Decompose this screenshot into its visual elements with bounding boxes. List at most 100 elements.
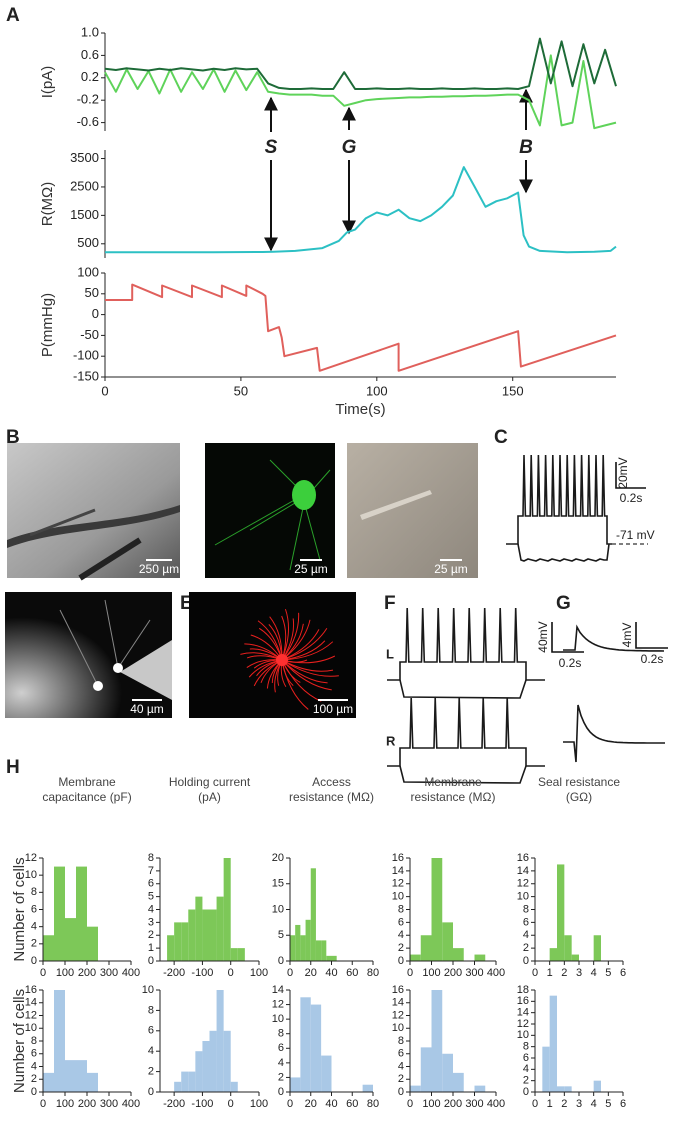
histogram-bar [326, 955, 332, 961]
x-tick-label: 0 [407, 967, 413, 979]
scale-label: 25 µm [294, 562, 328, 576]
data-line [105, 283, 617, 372]
histogram-title: (GΩ) [566, 790, 592, 804]
histogram-bar [542, 1046, 550, 1092]
histogram-bar [431, 990, 443, 1092]
y-tick-label: 100 [77, 264, 99, 279]
y-tick-label: 16 [392, 852, 404, 864]
y-tick-label: 0 [92, 306, 99, 321]
x-tick-label: 50 [234, 383, 248, 398]
y-tick-label: 2 [398, 1073, 404, 1085]
histogram-bar [54, 866, 65, 961]
y-tick-label: 12 [272, 998, 284, 1010]
x-tick-label: 3 [576, 967, 582, 979]
y-tick-label: 6 [31, 1048, 37, 1060]
histogram-bar [216, 990, 224, 1092]
histogram-bar [557, 1086, 565, 1092]
scale-label: 0.2s [620, 491, 643, 505]
x-tick-label: 300 [100, 1098, 118, 1110]
y-tick-label: 8 [31, 1035, 37, 1047]
histogram-bar [453, 948, 464, 961]
y-tick-label: 4 [31, 921, 37, 933]
x-tick-label: 5 [605, 1098, 611, 1110]
y-tick-label: 12 [392, 1009, 404, 1021]
y-tick-label: 0 [148, 1086, 154, 1098]
x-tick-label: 0 [40, 967, 46, 979]
y-tick-label: 18 [517, 984, 529, 996]
x-tick-label: 150 [502, 383, 524, 398]
x-tick-label: 0 [532, 967, 538, 979]
x-axis-label: Time(s) [335, 401, 385, 418]
histogram-bar [549, 995, 557, 1092]
histogram-bar [564, 935, 572, 961]
y-tick-label: 16 [517, 995, 529, 1007]
histogram-bar [209, 1030, 217, 1092]
y-tick-label: -0.2 [77, 92, 99, 107]
y-tick-label: 16 [25, 984, 37, 996]
scale-label: 20mV [616, 457, 630, 488]
rest-potential: -71 mV [616, 528, 655, 542]
histogram-bar [300, 997, 311, 1092]
y-tick-label: 14 [392, 997, 404, 1009]
x-tick-label: 20 [305, 1098, 317, 1110]
scale-label: 25 µm [434, 562, 468, 576]
histogram-bar [571, 954, 579, 961]
y-tick-label: 4 [523, 929, 529, 941]
y-tick-label: 0 [398, 1086, 404, 1098]
y-tick-label: 12 [25, 852, 37, 864]
x-tick-label: -200 [163, 967, 185, 979]
x-tick-label: 0 [287, 1098, 293, 1110]
y-tick-label: 2 [523, 942, 529, 954]
y-tick-label: 14 [392, 865, 404, 877]
histogram-bar [209, 909, 217, 961]
y-tick-label: 14 [517, 1007, 529, 1019]
y-tick-label: 8 [398, 1035, 404, 1047]
y-axis-label: Number of cells [11, 857, 28, 961]
y-tick-label: 4 [148, 903, 154, 915]
y-tick-label: 10 [272, 903, 284, 915]
x-tick-label: 100 [422, 967, 440, 979]
y-tick-label: 4 [398, 1060, 404, 1072]
histogram-bar [54, 990, 65, 1092]
histogram-bar [230, 948, 238, 961]
y-tick-label: 6 [523, 916, 529, 928]
y-tick-label: 0 [523, 1086, 529, 1098]
x-tick-label: 400 [122, 967, 140, 979]
histogram-bar [474, 1085, 486, 1092]
y-tick-label: 6 [278, 1042, 284, 1054]
y-tick-label: 8 [278, 1028, 284, 1040]
histogram-bar [65, 918, 76, 961]
x-tick-label: 40 [325, 1098, 337, 1110]
histogram-bar [410, 1085, 421, 1092]
annotation: B [519, 137, 533, 158]
data-line [104, 54, 617, 130]
x-tick-label: 100 [250, 967, 268, 979]
y-tick-label: 7 [148, 865, 154, 877]
x-tick-label: -100 [191, 967, 213, 979]
histogram-bar [237, 948, 245, 961]
y-tick-label: 3500 [70, 150, 99, 165]
y-tick-label: 1.0 [81, 24, 99, 39]
scale-label: 0.2s [641, 652, 664, 666]
trace-label: R [386, 733, 396, 748]
y-tick-label: 6 [148, 878, 154, 890]
y-tick-label: 10 [392, 891, 404, 903]
image-e: 100 µm [189, 592, 356, 718]
y-tick-label: 3 [148, 916, 154, 928]
trace-c: 20mV 0.2s -71 mV [506, 454, 655, 562]
scale-label: 250 µm [139, 562, 179, 576]
x-tick-label: 0 [287, 967, 293, 979]
x-tick-label: 6 [620, 1098, 626, 1110]
y-tick-label: 4 [31, 1060, 37, 1072]
data-line [105, 166, 617, 254]
y-tick-label: 0 [278, 955, 284, 967]
y-tick-label: -100 [73, 348, 99, 363]
x-tick-label: 3 [576, 1098, 582, 1110]
histogram-bar [174, 922, 182, 961]
scale-label: 0.2s [559, 656, 582, 670]
histogram-bar [593, 1080, 601, 1092]
scale-label: 40mV [536, 621, 550, 652]
panel-label: H [6, 757, 20, 778]
x-tick-label: 300 [465, 967, 483, 979]
histogram-title: Membrane [58, 775, 116, 789]
